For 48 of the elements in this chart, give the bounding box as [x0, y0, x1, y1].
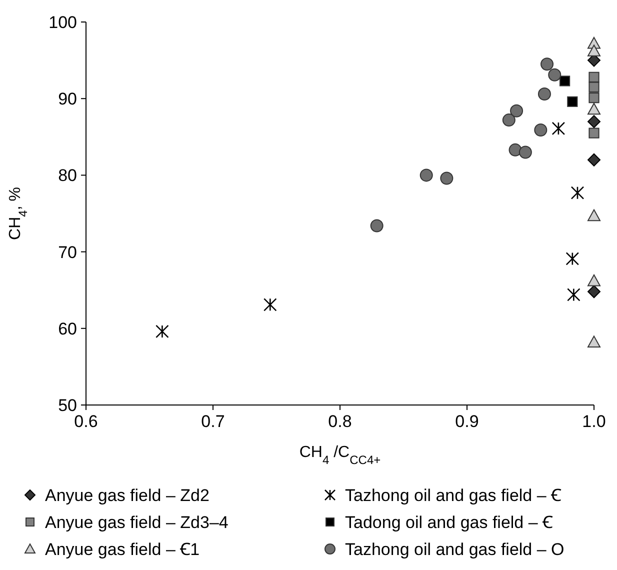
x-axis-title: CH$_{4}$ /C$_{CC4+}$: [299, 444, 381, 467]
x-tick-label: 0.8: [328, 412, 352, 431]
legend-label: Anyue gas field – Zd3–4: [45, 512, 228, 532]
point: [588, 274, 600, 286]
point: [264, 298, 277, 312]
x-tick-label: 0.7: [201, 412, 225, 431]
point: [420, 168, 433, 182]
point: [588, 285, 600, 298]
point: [502, 114, 516, 127]
point: [370, 219, 384, 232]
point: [534, 124, 548, 137]
point: [588, 92, 600, 104]
x-tick-label: 0.6: [74, 412, 98, 431]
x-tick-label: 1.0: [582, 412, 606, 431]
y-tick-label: 80: [58, 166, 77, 186]
x-tick-label: 0.9: [455, 412, 479, 431]
point: [588, 44, 600, 56]
point: [588, 153, 600, 166]
legend-label: Anyue gas field – Ꞓ1: [45, 540, 200, 559]
point: [588, 72, 600, 82]
legend-label: Tadong oil and gas field – Ꞓ: [345, 512, 554, 532]
point: [518, 146, 532, 159]
point: [588, 128, 600, 138]
point: [588, 102, 600, 115]
point: [567, 288, 580, 302]
point: [588, 82, 600, 92]
point: [552, 122, 566, 136]
point: [510, 104, 524, 118]
point: [538, 88, 551, 101]
y-tick-label: 50: [58, 396, 77, 415]
y-tick-label: 70: [58, 242, 77, 262]
point: [588, 209, 600, 222]
point: [548, 68, 562, 82]
y-tick-label: 60: [58, 319, 77, 338]
y-tick-label: 90: [58, 90, 77, 109]
legend-label: Anyue gas field – Zd2: [45, 486, 210, 505]
point: [156, 324, 169, 338]
legend-label: Tazhong oil and gas field – Ꞓ: [345, 486, 562, 505]
point: [566, 252, 580, 266]
legend-label: Tazhong oil and gas field – O: [345, 540, 564, 559]
y-tick-label: 100: [48, 12, 77, 32]
point: [588, 115, 600, 128]
point: [540, 58, 554, 71]
point: [559, 76, 570, 86]
point: [440, 172, 454, 185]
point: [567, 96, 578, 107]
point: [570, 186, 584, 200]
point: [588, 336, 600, 348]
